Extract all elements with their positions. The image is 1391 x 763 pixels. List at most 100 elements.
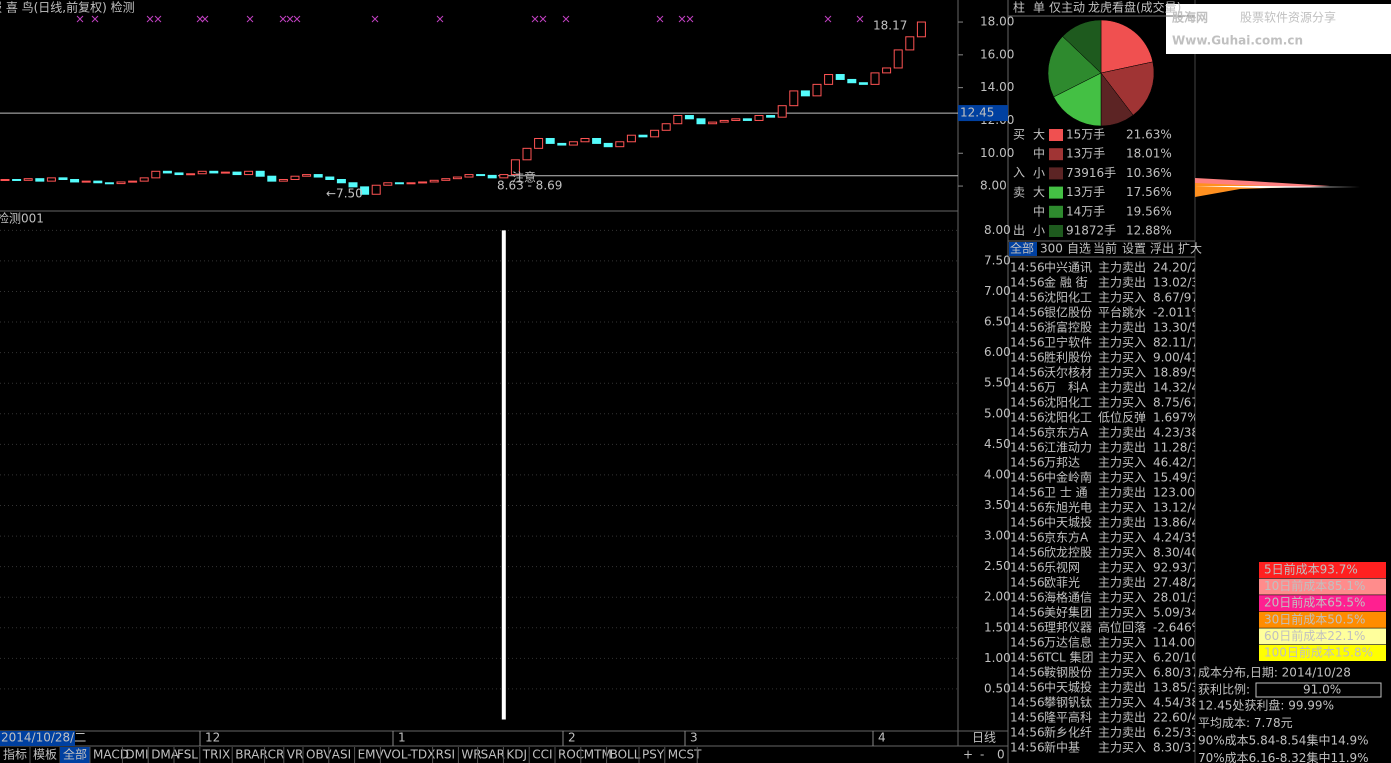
stock-name[interactable]: 卫宁软件 bbox=[1044, 335, 1092, 350]
stock-name[interactable]: 万 科A bbox=[1044, 381, 1089, 395]
stock-action: 主力卖出 bbox=[1098, 321, 1146, 335]
candle bbox=[882, 67, 892, 74]
cost-label: 100日前成本15.8% bbox=[1264, 645, 1373, 660]
stock-time: 14:56 bbox=[1010, 726, 1045, 740]
indicator-tab[interactable]: OBV bbox=[306, 748, 332, 762]
stock-name[interactable]: 欧菲光 bbox=[1044, 576, 1080, 590]
stock-name[interactable]: 胜利股份 bbox=[1044, 350, 1092, 365]
stock-name[interactable]: 江淮动力 bbox=[1044, 441, 1092, 455]
stock-action: 主力卖出 bbox=[1098, 276, 1146, 290]
stock-name[interactable]: 沈阳化工 bbox=[1044, 395, 1092, 410]
logo-name: 股海网 bbox=[1172, 10, 1208, 25]
stock-name[interactable]: 海格通信 bbox=[1044, 590, 1092, 605]
stock-name[interactable]: 京东方A bbox=[1044, 425, 1089, 440]
percent: 19.56% bbox=[1126, 204, 1172, 218]
indicator-tab[interactable]: PSY bbox=[642, 748, 665, 762]
stock-value: 15.49/3 bbox=[1153, 471, 1199, 485]
stock-name[interactable]: 美好集团 bbox=[1044, 605, 1092, 620]
indicator-tab[interactable]: 模板 bbox=[33, 748, 57, 762]
cost-box bbox=[1259, 628, 1386, 645]
period-label[interactable]: 日线 bbox=[972, 731, 996, 745]
stock-value: 27.48/2 bbox=[1153, 576, 1199, 590]
stock-name[interactable]: 新中基 bbox=[1044, 740, 1080, 755]
indicator-tab[interactable]: EMV bbox=[358, 748, 385, 762]
marker bbox=[824, 15, 832, 23]
stock-name[interactable]: 乐视网 bbox=[1044, 560, 1080, 575]
indicator-tab[interactable]: MTM bbox=[584, 748, 612, 762]
candle bbox=[847, 78, 857, 84]
stock-name[interactable]: 中天城投 bbox=[1044, 680, 1092, 695]
stock-action: 主力买入 bbox=[1098, 636, 1146, 650]
pie-slice bbox=[1047, 36, 1102, 98]
stock-name[interactable]: 京东方A bbox=[1044, 530, 1089, 545]
stock-name[interactable]: 欣龙控股 bbox=[1044, 546, 1092, 560]
stock-name[interactable]: 沈阳化工 bbox=[1044, 290, 1092, 305]
candle bbox=[766, 115, 776, 118]
stock-name[interactable]: 万达信息 bbox=[1044, 635, 1092, 650]
indicator-tab[interactable]: MACD bbox=[93, 748, 129, 762]
stock-action: 主力买入 bbox=[1098, 456, 1146, 470]
indicator-tab[interactable]: MCST bbox=[668, 748, 702, 762]
stock-name[interactable]: 东旭光电 bbox=[1044, 501, 1092, 515]
stock-name[interactable]: 万邦达 bbox=[1044, 456, 1080, 470]
indicator-tab[interactable]: KDJ bbox=[506, 748, 527, 762]
stock-name[interactable]: 鞍钢股份 bbox=[1044, 665, 1092, 680]
indicator-tab[interactable]: 全部 bbox=[63, 747, 87, 762]
indicator-tab[interactable]: VR bbox=[287, 748, 304, 762]
stock-value: 123.00/ bbox=[1153, 486, 1200, 500]
stock-name[interactable]: TCL 集团 bbox=[1043, 650, 1094, 665]
stock-name[interactable]: 中金岭南 bbox=[1044, 470, 1092, 485]
indicator-tab[interactable]: CCI bbox=[532, 748, 552, 762]
stock-name[interactable]: 浙富控股 bbox=[1044, 320, 1092, 335]
list-tab[interactable]: 300 bbox=[1040, 242, 1063, 256]
indicator-tab[interactable]: 指标 bbox=[3, 747, 27, 762]
candle bbox=[290, 175, 300, 180]
stock-name[interactable]: 卫 士 通 bbox=[1044, 486, 1088, 500]
stock-name[interactable]: 理邦仪器 bbox=[1044, 621, 1092, 635]
stock-name[interactable]: 隆平高科 bbox=[1044, 710, 1092, 725]
indicator-tab[interactable]: DMA bbox=[151, 748, 180, 762]
candle bbox=[267, 175, 277, 182]
stock-name[interactable]: 新乡化纤 bbox=[1044, 725, 1092, 740]
pie-slice bbox=[1100, 61, 1155, 116]
panel-tab: 柱 bbox=[1013, 0, 1025, 15]
list-tab[interactable]: 设置 bbox=[1122, 242, 1146, 256]
list-tab[interactable]: 浮出 bbox=[1150, 242, 1174, 256]
list-tab[interactable]: 自选 bbox=[1067, 242, 1091, 256]
stock-name[interactable]: 银亿股份 bbox=[1044, 305, 1092, 320]
stock-name[interactable]: 攀钢钒钛 bbox=[1044, 695, 1092, 710]
stock-name[interactable]: 沃尔核材 bbox=[1044, 365, 1092, 380]
indicator-tab[interactable]: WR bbox=[461, 748, 481, 762]
indicator-tab[interactable]: TRIX bbox=[202, 748, 230, 762]
candle bbox=[429, 179, 439, 183]
list-tab[interactable]: 全部 bbox=[1010, 241, 1034, 256]
indicator-tab[interactable]: SAR bbox=[481, 748, 505, 762]
zoom-button[interactable]: - bbox=[980, 748, 984, 762]
stock-value: 9.00/41 bbox=[1153, 351, 1199, 365]
stock-action: 低位反弹 bbox=[1098, 410, 1146, 425]
indicator-tab[interactable]: ASI bbox=[332, 748, 351, 762]
y-tick-label: 6.00 bbox=[984, 345, 1011, 359]
volume: 13万手 bbox=[1066, 185, 1105, 199]
indicator-tab[interactable]: RSI bbox=[436, 748, 456, 762]
stock-name[interactable]: 沈阳化工 bbox=[1044, 410, 1092, 425]
stock-name[interactable]: 金 融 街 bbox=[1044, 275, 1088, 290]
list-tab[interactable]: 当前 bbox=[1093, 241, 1117, 256]
stock-action: 主力买入 bbox=[1098, 741, 1146, 755]
marker bbox=[286, 15, 294, 23]
indicator-tab[interactable]: ROC bbox=[558, 748, 584, 762]
indicator-tab[interactable]: DMI bbox=[125, 748, 148, 762]
stock-name[interactable]: 中兴通讯 bbox=[1044, 260, 1092, 275]
indicator-tab[interactable]: BRAR bbox=[235, 748, 268, 762]
color-swatch bbox=[1049, 129, 1063, 141]
indicator-tab[interactable]: BOLL bbox=[610, 748, 641, 762]
indicator-tab[interactable]: VOL-TDX bbox=[383, 748, 435, 762]
cost-box bbox=[1259, 578, 1386, 595]
price-label: 12.45 bbox=[960, 106, 994, 120]
zoom-button[interactable]: + bbox=[963, 748, 973, 762]
stock-name[interactable]: 中天城投 bbox=[1044, 515, 1092, 530]
indicator-tab[interactable]: FSL bbox=[177, 748, 198, 762]
zoom-button[interactable]: 0 bbox=[997, 748, 1005, 762]
indicator-tab[interactable]: CR bbox=[268, 748, 285, 762]
list-tab[interactable]: 扩大 bbox=[1178, 242, 1202, 256]
